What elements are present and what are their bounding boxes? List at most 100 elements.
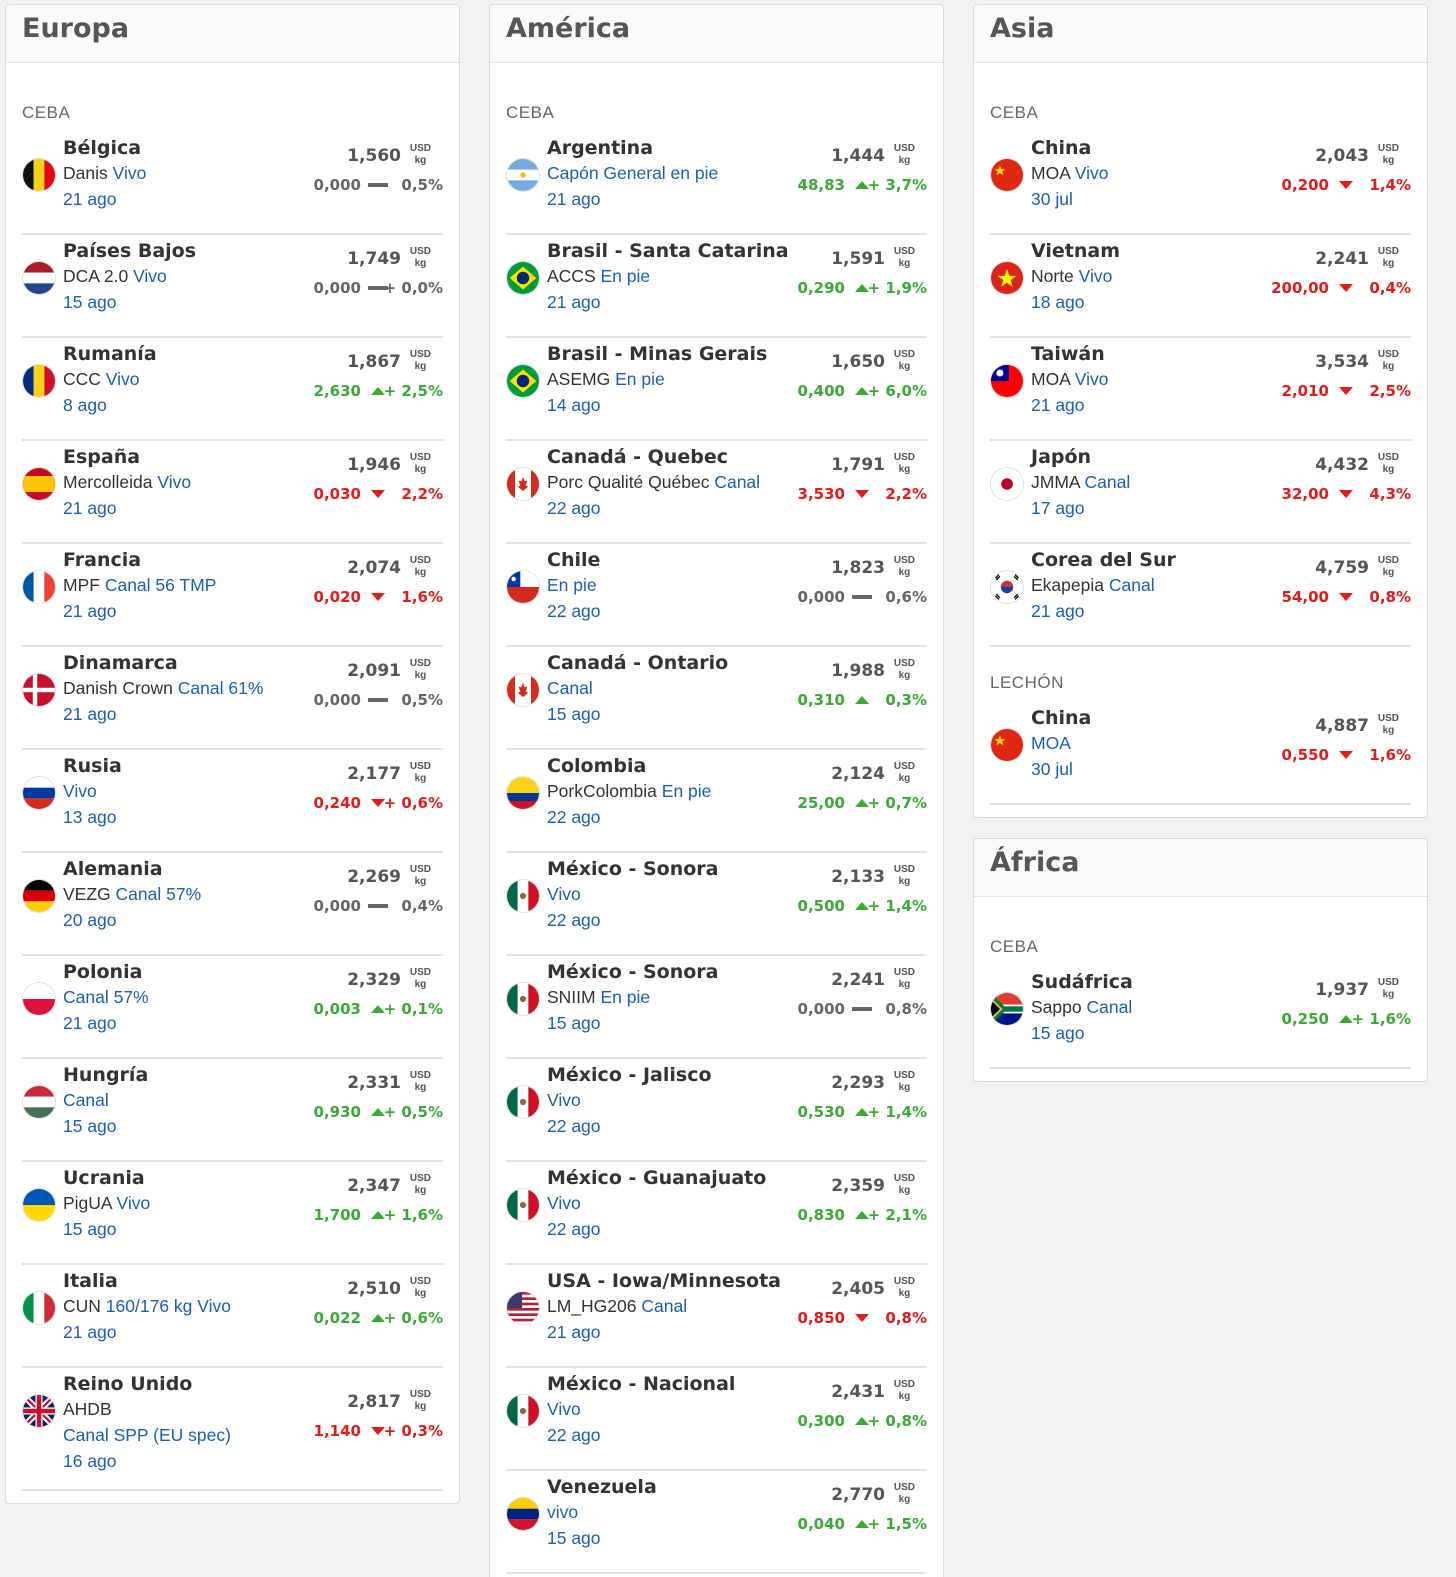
price-type-link[interactable]: En pie	[661, 781, 712, 801]
price-row[interactable]: México - Guanajuato Vivo 22 ago 2,359 USD kg 0…	[506, 1162, 927, 1265]
price-row[interactable]: Argentina Capón General en pie 21 ago 1,444…	[506, 132, 927, 235]
price-type-link[interactable]: Vivo	[1078, 266, 1113, 286]
price-date[interactable]: 15 ago	[1031, 1023, 1085, 1043]
price-type-link[interactable]: Canal	[641, 1296, 688, 1316]
price-row[interactable]: Ucrania PigUA Vivo 15 ago 2,347 USD kg 1,700 + …	[22, 1162, 443, 1265]
price-date[interactable]: 15 ago	[547, 1013, 601, 1033]
price-row[interactable]: Brasil - Santa Catarina ACCS En pie 21 ago…	[506, 235, 927, 338]
price-type-link[interactable]: MOA	[1031, 733, 1071, 753]
price-date[interactable]: 15 ago	[547, 1528, 601, 1548]
price-date[interactable]: 21 ago	[1031, 395, 1085, 415]
price-type-link[interactable]: En pie	[600, 987, 651, 1007]
price-type-link[interactable]: Canal	[1084, 472, 1131, 492]
price-row[interactable]: España Mercolleida Vivo 21 ago 1,946 USD kg 0,…	[22, 441, 443, 544]
price-row[interactable]: Polonia Canal 57% 21 ago 2,329 USD kg 0,003 + 0…	[22, 956, 443, 1059]
price-row[interactable]: Corea del Sur Ekapepia Canal 21 ago 4,759 US…	[990, 544, 1411, 647]
price-row[interactable]: Bélgica Danis Vivo 21 ago 1,560 USD kg 0,000 0,…	[22, 132, 443, 235]
price-row[interactable]: Venezuela vivo 15 ago 2,770 USD kg 0,040 + 1,5%	[506, 1471, 927, 1574]
price-type-link[interactable]: Canal	[714, 472, 761, 492]
price-type-link[interactable]: Vivo	[1074, 163, 1109, 183]
price-type-link[interactable]: En pie	[615, 369, 665, 389]
price-date[interactable]: 21 ago	[63, 704, 117, 724]
price-type-link[interactable]: Canal	[547, 678, 593, 698]
price-type-link[interactable]: Canal	[63, 1090, 109, 1110]
price-type-link[interactable]: Vivo	[133, 266, 167, 286]
price-row[interactable]: Chile En pie 22 ago 1,823 USD kg 0,000 0,6%	[506, 544, 927, 647]
price-date[interactable]: 22 ago	[547, 498, 601, 518]
price-type-link[interactable]: En pie	[600, 266, 651, 286]
price-type-link[interactable]: Vivo	[1074, 369, 1109, 389]
price-row[interactable]: Rumanía CCC Vivo 8 ago 1,867 USD kg 2,630 + 2,5…	[22, 338, 443, 441]
price-row[interactable]: Vietnam Norte Vivo 18 ago 2,241 USD kg 200,00 0…	[990, 235, 1411, 338]
price-type-link[interactable]: 160/176 kg Vivo	[105, 1296, 231, 1316]
price-date[interactable]: 15 ago	[63, 1116, 117, 1136]
price-date[interactable]: 8 ago	[63, 395, 107, 415]
price-type-link[interactable]: Vivo	[63, 781, 97, 801]
price-type-link[interactable]: Canal SPP (EU spec)	[63, 1425, 231, 1445]
price-date[interactable]: 30 jul	[1031, 189, 1073, 209]
price-date[interactable]: 22 ago	[547, 601, 601, 621]
price-row[interactable]: Dinamarca Danish Crown Canal 61% 21 ago 2,0…	[22, 647, 443, 750]
price-date[interactable]: 18 ago	[1031, 292, 1085, 312]
price-row[interactable]: México - Jalisco Vivo 22 ago 2,293 USD kg 0,53…	[506, 1059, 927, 1162]
price-date[interactable]: 15 ago	[63, 1219, 117, 1239]
price-type-link[interactable]: En pie	[547, 575, 597, 595]
price-type-link[interactable]: Vivo	[547, 1399, 581, 1419]
price-date[interactable]: 15 ago	[547, 704, 601, 724]
price-type-link[interactable]: Vivo	[547, 1090, 581, 1110]
price-date[interactable]: 21 ago	[63, 1013, 117, 1033]
price-date[interactable]: 16 ago	[63, 1451, 117, 1471]
price-row[interactable]: Italia CUN 160/176 kg Vivo 21 ago 2,510 USD k…	[22, 1265, 443, 1368]
price-row[interactable]: Reino Unido AHDB Canal SPP (EU spec) 16 ag…	[22, 1368, 443, 1491]
price-date[interactable]: 22 ago	[547, 807, 601, 827]
price-date[interactable]: 22 ago	[547, 1425, 601, 1445]
price-date[interactable]: 22 ago	[547, 910, 601, 930]
price-row[interactable]: Canadá - Quebec Porc Qualité Québec Canal…	[506, 441, 927, 544]
price-date[interactable]: 21 ago	[63, 498, 117, 518]
price-row[interactable]: Hungría Canal 15 ago 2,331 USD kg 0,930 + 0,5%	[22, 1059, 443, 1162]
price-row[interactable]: China MOA 30 jul 4,887 USD kg 0,550 1,6%	[990, 702, 1411, 805]
price-date[interactable]: 17 ago	[1031, 498, 1085, 518]
price-row[interactable]: Alemania VEZG Canal 57% 20 ago 2,269 USD kg 0,…	[22, 853, 443, 956]
price-date[interactable]: 30 jul	[1031, 759, 1073, 779]
price-date[interactable]: 14 ago	[547, 395, 601, 415]
price-date[interactable]: 22 ago	[547, 1219, 601, 1239]
price-row[interactable]: Colombia PorkColombia En pie 22 ago 2,124 US…	[506, 750, 927, 853]
price-date[interactable]: 21 ago	[547, 292, 601, 312]
price-row[interactable]: Japón JMMA Canal 17 ago 4,432 USD kg 32,00 4,3%	[990, 441, 1411, 544]
price-row[interactable]: USA - Iowa/Minnesota LM_HG206 Canal 21 ago…	[506, 1265, 927, 1368]
price-type-link[interactable]: Vivo	[547, 1193, 581, 1213]
price-date[interactable]: 20 ago	[63, 910, 117, 930]
price-row[interactable]: México - Nacional Vivo 22 ago 2,431 USD kg 0,3…	[506, 1368, 927, 1471]
price-type-link[interactable]: Canal 57%	[115, 884, 202, 904]
price-row[interactable]: Francia MPF Canal 56 TMP 21 ago 2,074 USD kg 0…	[22, 544, 443, 647]
price-row[interactable]: México - Sonora Vivo 22 ago 2,133 USD kg 0,500…	[506, 853, 927, 956]
price-row[interactable]: Rusia Vivo 13 ago 2,177 USD kg 0,240 + 0,6%	[22, 750, 443, 853]
price-type-link[interactable]: Vivo	[105, 369, 140, 389]
price-row[interactable]: Taiwán MOA Vivo 21 ago 3,534 USD kg 2,010 2,5%	[990, 338, 1411, 441]
price-date[interactable]: 21 ago	[1031, 601, 1085, 621]
price-type-link[interactable]: Canal	[1108, 575, 1155, 595]
price-type-link[interactable]: vivo	[547, 1502, 579, 1522]
price-date[interactable]: 21 ago	[63, 189, 117, 209]
price-date[interactable]: 21 ago	[547, 1322, 601, 1342]
price-date[interactable]: 22 ago	[547, 1116, 601, 1136]
price-type-link[interactable]: Canal 61%	[177, 678, 264, 698]
price-type-link[interactable]: Vivo	[112, 163, 147, 183]
price-type-link[interactable]: Vivo	[157, 472, 192, 492]
price-row[interactable]: México - Sonora SNIIM En pie 15 ago 2,241 US…	[506, 956, 927, 1059]
price-type-link[interactable]: Vivo	[116, 1193, 151, 1213]
price-type-link[interactable]: Canal	[1086, 997, 1133, 1017]
price-row[interactable]: Países Bajos DCA 2.0 Vivo 15 ago 1,749 USD kg…	[22, 235, 443, 338]
price-type-link[interactable]: Vivo	[547, 884, 581, 904]
price-type-link[interactable]: Canal 57%	[63, 987, 149, 1007]
price-row[interactable]: Sudáfrica Sappo Canal 15 ago 1,937 USD kg 0,25…	[990, 966, 1411, 1069]
price-type-link[interactable]: Capón General en pie	[547, 163, 719, 183]
price-row[interactable]: Canadá - Ontario Canal 15 ago 1,988 USD kg 0,3…	[506, 647, 927, 750]
price-date[interactable]: 21 ago	[63, 1322, 117, 1342]
price-date[interactable]: 13 ago	[63, 807, 117, 827]
price-date[interactable]: 21 ago	[547, 189, 601, 209]
price-date[interactable]: 21 ago	[63, 601, 117, 621]
price-type-link[interactable]: Canal 56 TMP	[104, 575, 217, 595]
price-date[interactable]: 15 ago	[63, 292, 117, 312]
